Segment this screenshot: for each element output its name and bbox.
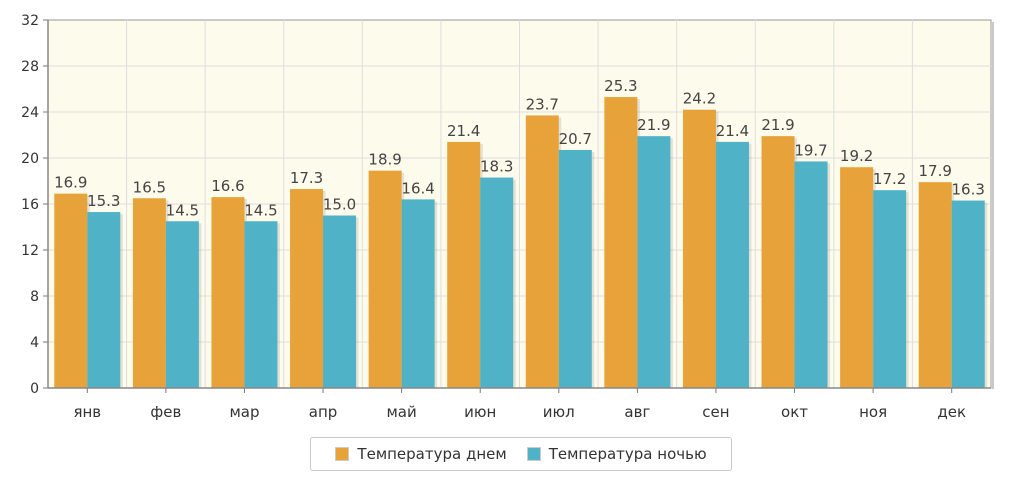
y-tick-label: 28 bbox=[21, 59, 39, 75]
data-label: 16.5 bbox=[133, 178, 166, 196]
x-tick-label: дек bbox=[937, 403, 966, 421]
data-label: 15.3 bbox=[87, 192, 120, 210]
data-label: 23.7 bbox=[526, 95, 559, 113]
y-tick-label: 0 bbox=[30, 381, 39, 397]
bar bbox=[165, 221, 199, 388]
x-tick-label: фев bbox=[150, 403, 181, 421]
bar bbox=[794, 161, 828, 388]
legend-label-night: Температура ночью bbox=[548, 445, 707, 463]
x-tick-label: янв bbox=[73, 403, 101, 421]
x-tick-label: июл bbox=[543, 403, 575, 421]
data-label: 14.5 bbox=[244, 201, 277, 219]
x-tick-label: апр bbox=[309, 403, 338, 421]
x-tick-label: сен bbox=[702, 403, 729, 421]
bar bbox=[873, 190, 907, 388]
data-label: 21.4 bbox=[716, 122, 749, 140]
bar bbox=[401, 199, 435, 388]
bar bbox=[951, 200, 985, 388]
bar bbox=[715, 141, 749, 388]
x-tick-label: авг bbox=[624, 403, 650, 421]
bar bbox=[840, 167, 874, 388]
x-tick-label: окт bbox=[781, 403, 808, 421]
data-label: 18.3 bbox=[480, 158, 513, 176]
data-label: 24.2 bbox=[683, 90, 716, 108]
legend-item-day[interactable]: Температура днем bbox=[335, 445, 507, 463]
bar bbox=[132, 198, 166, 388]
bar bbox=[87, 212, 121, 388]
x-tick-label: мар bbox=[229, 403, 259, 421]
data-label: 17.3 bbox=[290, 169, 323, 187]
x-tick-label: май bbox=[386, 403, 416, 421]
data-label: 21.4 bbox=[447, 122, 480, 140]
bar bbox=[244, 221, 278, 388]
legend-swatch-night bbox=[526, 447, 541, 461]
data-label: 17.9 bbox=[919, 162, 952, 180]
legend-item-night[interactable]: Температура ночью bbox=[526, 445, 707, 463]
y-tick-label: 4 bbox=[30, 335, 39, 351]
bar bbox=[558, 149, 592, 388]
bar bbox=[682, 109, 716, 388]
y-tick-label: 20 bbox=[21, 151, 39, 167]
bar bbox=[368, 170, 402, 388]
legend-swatch-day bbox=[335, 447, 350, 461]
data-label: 25.3 bbox=[604, 77, 637, 95]
data-label: 15.0 bbox=[323, 196, 356, 214]
data-label: 20.7 bbox=[559, 130, 592, 148]
y-tick-label: 32 bbox=[21, 13, 39, 29]
data-label: 16.9 bbox=[54, 174, 87, 192]
bar bbox=[637, 136, 671, 388]
y-tick-label: 24 bbox=[21, 105, 39, 121]
bar bbox=[323, 215, 357, 388]
data-label: 14.5 bbox=[166, 201, 199, 219]
data-label: 19.2 bbox=[840, 147, 873, 165]
x-tick-label: ноя bbox=[859, 403, 887, 421]
bar bbox=[918, 182, 952, 388]
bar bbox=[54, 193, 88, 388]
data-label: 16.6 bbox=[211, 177, 244, 195]
bar bbox=[480, 177, 514, 388]
bar bbox=[447, 141, 481, 388]
bar bbox=[525, 115, 559, 388]
bar bbox=[761, 136, 795, 388]
data-label: 21.9 bbox=[761, 116, 794, 134]
data-label: 16.3 bbox=[952, 181, 985, 199]
bar bbox=[211, 197, 245, 388]
bar bbox=[290, 189, 324, 388]
y-tick-label: 12 bbox=[21, 243, 39, 259]
y-tick-label: 16 bbox=[21, 197, 39, 213]
data-label: 18.9 bbox=[368, 151, 401, 169]
data-label: 21.9 bbox=[637, 116, 670, 134]
data-label: 16.4 bbox=[401, 179, 434, 197]
chart-legend: Температура днем Температура ночью bbox=[310, 437, 732, 471]
data-label: 19.7 bbox=[794, 141, 827, 159]
data-label: 17.2 bbox=[873, 170, 906, 188]
y-tick-label: 8 bbox=[30, 289, 39, 305]
legend-label-day: Температура днем bbox=[357, 445, 507, 463]
bar bbox=[604, 97, 638, 389]
x-tick-label: июн bbox=[464, 403, 496, 421]
